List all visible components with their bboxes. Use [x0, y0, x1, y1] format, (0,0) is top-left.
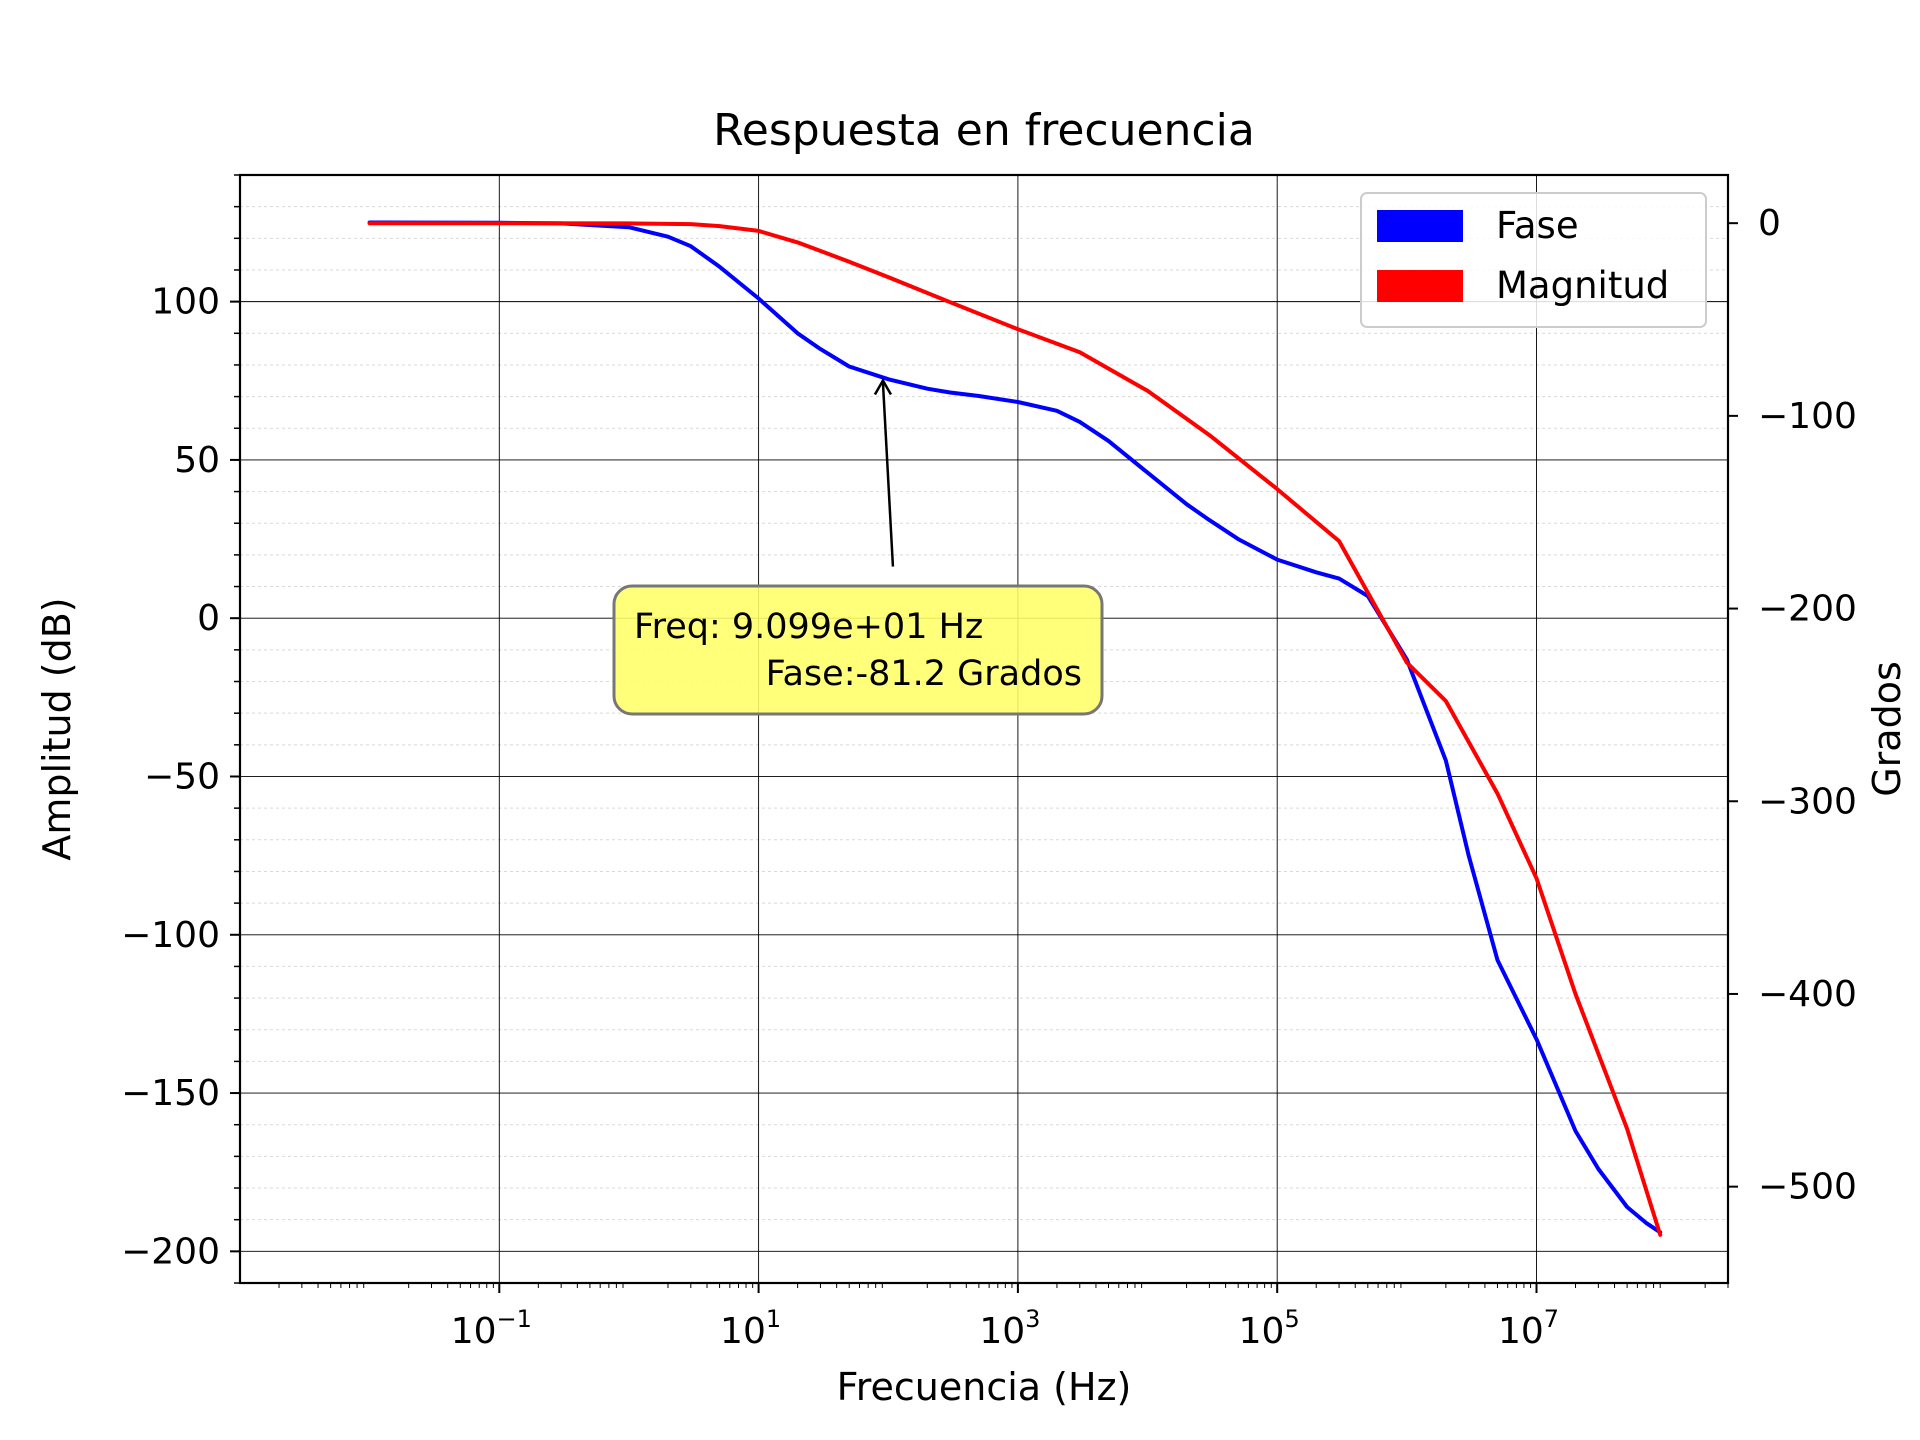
x-tick-label: 10−1: [451, 1305, 532, 1352]
y-axis-label: Amplitud (dB): [35, 597, 79, 860]
y-tick-label: −50: [144, 756, 220, 797]
chart-title: Respuesta en frecuencia: [713, 105, 1255, 156]
y2-tick-label: −500: [1758, 1167, 1857, 1208]
y2-tick-label: −400: [1758, 974, 1857, 1015]
annotation-line-1: Freq: 9.099e+01 Hz: [634, 607, 983, 647]
axis-ticks: 10−1 101 103 105 107 100 50 0 −50 −100 −150 −200 0 −1…: [121, 174, 1857, 1352]
y2-tick-label: −300: [1758, 781, 1857, 822]
y-tick-label: 50: [174, 440, 220, 481]
y2-tick-label: 0: [1758, 203, 1781, 244]
legend-label-magnitud: Magnitud: [1496, 264, 1669, 307]
y2-tick-label: −100: [1758, 396, 1857, 437]
legend-label-fase: Fase: [1496, 204, 1579, 247]
major-grid: [240, 175, 1728, 1283]
annotation-line-2: Fase:-81.2 Grados: [766, 654, 1082, 694]
plot-frame: [238, 173, 1730, 1285]
y-tick-label: −100: [121, 915, 220, 956]
y-tick-label: 0: [197, 598, 220, 639]
legend-swatch-fase: [1377, 210, 1463, 242]
y2-tick-label: −200: [1758, 589, 1857, 630]
x-tick-label: 105: [1239, 1305, 1300, 1352]
y-tick-label: −150: [121, 1073, 220, 1114]
series-line-magnitud: [367, 221, 1663, 1237]
y-tick-label: 100: [151, 282, 220, 323]
legend: Fase Magnitud: [1360, 192, 1707, 328]
series-line-fase: [367, 220, 1663, 1235]
legend-swatch-magnitud: [1377, 270, 1463, 302]
series-layer: [367, 220, 1663, 1237]
x-axis-label: Frecuencia (Hz): [837, 1365, 1132, 1409]
y-tick-label: −200: [121, 1231, 220, 1272]
x-tick-label: 107: [1498, 1305, 1559, 1352]
annotation-arrow: [881, 382, 895, 567]
annotation: Freq: 9.099e+01 Hz Fase:-81.2 Grados: [612, 378, 1104, 716]
x-tick-label: 101: [720, 1305, 781, 1352]
annotation-arrowhead: [873, 378, 893, 396]
y2-axis-label: Grados: [1865, 661, 1909, 797]
annotation-box: [612, 584, 1104, 716]
x-tick-label: 103: [979, 1305, 1040, 1352]
